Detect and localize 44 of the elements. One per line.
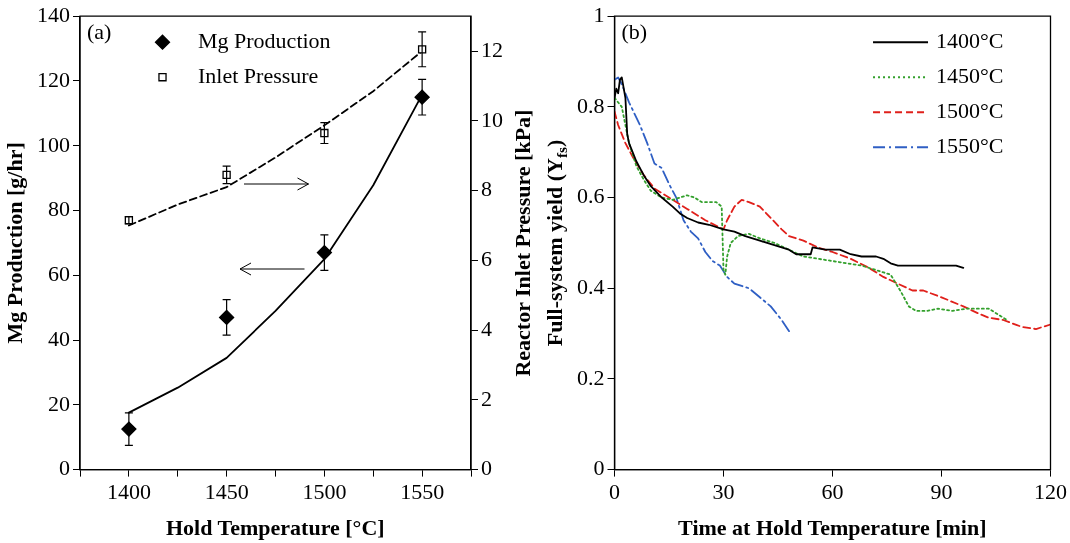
y-tick-label: 120 — [37, 66, 70, 92]
x-tick-label: 1550 — [400, 478, 445, 504]
x-tick-label: 1450 — [204, 478, 249, 504]
annotation: (a) — [87, 18, 112, 44]
y-tick-label: 20 — [48, 390, 70, 416]
y-tick-label: 0.4 — [577, 274, 605, 300]
line-series — [614, 76, 792, 335]
y-tick-label: 0.6 — [577, 183, 605, 209]
y2-tick-label: 12 — [481, 36, 503, 62]
annotation: (b) — [621, 18, 648, 44]
legend-label: 1400°C — [936, 27, 1004, 53]
legend-label: Inlet Pressure — [198, 62, 319, 88]
y-tick-label: 80 — [48, 196, 70, 222]
x-tick-label: 30 — [712, 478, 735, 504]
legend-label: 1550°C — [936, 132, 1004, 158]
y-tick-label: 0.2 — [577, 364, 605, 390]
y-tick-label: 1 — [593, 1, 605, 27]
y2-tick-label: 0 — [481, 455, 492, 481]
y2-tick-label: 4 — [481, 315, 492, 341]
y-tick-label: 0 — [593, 455, 605, 481]
y-tick-label: 140 — [37, 1, 70, 27]
x-axis-title: Hold Temperature [°C] — [166, 514, 385, 540]
y-axis-title: Full-system yield (Yfs) — [541, 139, 570, 347]
y2-tick-label: 10 — [481, 106, 503, 132]
x-tick-label: 60 — [821, 478, 844, 504]
y-tick-label: 0 — [59, 455, 70, 481]
legend-label: 1450°C — [936, 62, 1004, 88]
y-tick-label: 60 — [48, 261, 70, 287]
y-tick-label: 100 — [37, 131, 70, 157]
y2-tick-label: 2 — [481, 385, 492, 411]
y-tick-label: 40 — [48, 325, 70, 351]
line-series — [614, 96, 1008, 321]
x-tick-label: 120 — [1034, 478, 1067, 504]
y2-tick-label: 8 — [481, 176, 492, 202]
x-tick-label: 90 — [930, 478, 953, 504]
x-tick-label: 1500 — [302, 478, 347, 504]
y2-tick-label: 6 — [481, 246, 492, 272]
y2-axis-title: Reactor Inlet Pressure [kPa] — [509, 109, 535, 377]
y-axis-title: Mg Production [g/hr] — [1, 142, 27, 344]
x-tick-label: 1400 — [106, 478, 151, 504]
x-axis-title: Time at Hold Temperature [min] — [678, 514, 987, 540]
legend-label: 1500°C — [936, 97, 1004, 123]
legend-label: Mg Production — [198, 27, 331, 53]
y-tick-label: 0.8 — [577, 92, 605, 118]
